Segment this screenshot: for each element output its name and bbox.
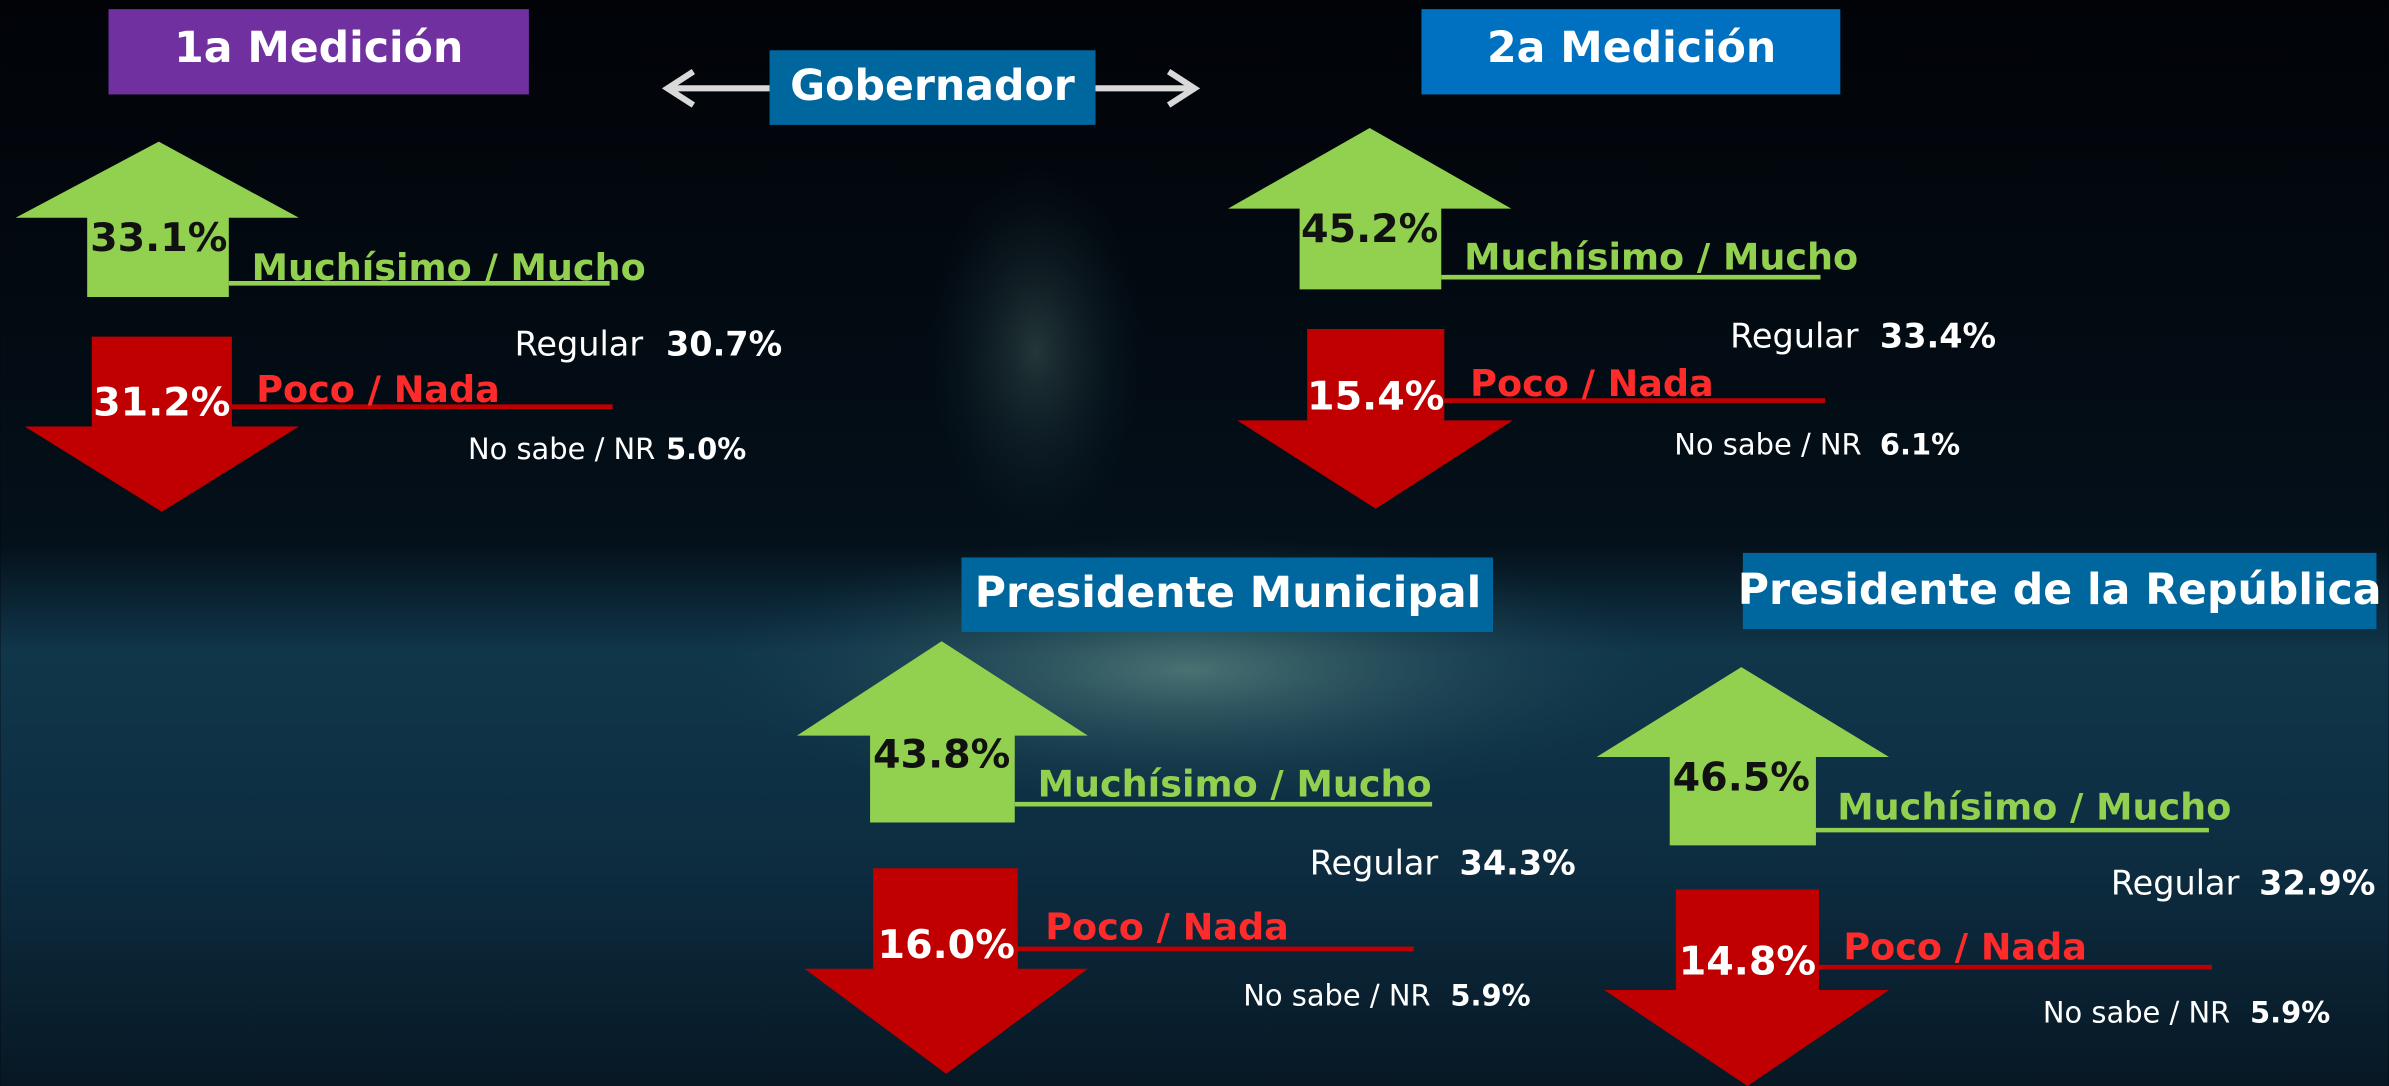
panel-title: Presidente de la República bbox=[1738, 565, 2382, 615]
office: Gobernador bbox=[790, 61, 1075, 111]
high-value: 43.8% bbox=[873, 732, 1010, 778]
high-value: 46.5% bbox=[1673, 754, 1810, 800]
nr-label: No sabe / NR bbox=[2043, 995, 2230, 1029]
nr-label: No sabe / NR bbox=[468, 432, 655, 466]
low-label: Poco / Nada bbox=[1045, 906, 1289, 949]
regular-label: Regular bbox=[1310, 844, 1439, 883]
nr-label: No sabe / NR bbox=[1243, 979, 1430, 1013]
regular-label: Regular bbox=[515, 324, 644, 363]
high-value: 33.1% bbox=[90, 215, 227, 261]
low-value: 14.8% bbox=[1679, 939, 1816, 985]
first-measure: 1a Medición bbox=[174, 23, 463, 73]
low-value: 31.2% bbox=[93, 380, 230, 426]
regular-label: Regular bbox=[2111, 863, 2240, 902]
low-value: 15.4% bbox=[1307, 374, 1444, 420]
low-value: 16.0% bbox=[878, 922, 1015, 968]
panel-title: Presidente Municipal bbox=[975, 568, 1482, 618]
nr-label: No sabe / NR bbox=[1674, 427, 1861, 461]
regular-value: 32.9% bbox=[2259, 863, 2375, 902]
nr-value: 6.1% bbox=[1880, 427, 1960, 461]
high-label: Muchísimo / Mucho bbox=[1464, 235, 1858, 278]
infographic: 1a Medición 2a Medición Gobernador 33.1%… bbox=[0, 0, 2389, 1086]
low-label: Poco / Nada bbox=[256, 368, 500, 411]
nr-value: 5.0% bbox=[666, 432, 746, 466]
regular-label: Regular bbox=[1730, 317, 1859, 356]
low-label: Poco / Nada bbox=[1843, 925, 2087, 968]
low-label: Poco / Nada bbox=[1470, 362, 1714, 405]
high-label: Muchísimo / Mucho bbox=[1837, 785, 2231, 828]
regular-value: 33.4% bbox=[1880, 317, 1996, 356]
water-drop bbox=[929, 168, 1142, 534]
high-value: 45.2% bbox=[1301, 206, 1438, 252]
nr-value: 5.9% bbox=[2250, 995, 2330, 1029]
regular-value: 34.3% bbox=[1460, 844, 1576, 883]
high-label: Muchísimo / Mucho bbox=[252, 246, 646, 289]
second-measure: 2a Medición bbox=[1487, 23, 1776, 73]
regular-value: 30.7% bbox=[666, 324, 782, 363]
high-label: Muchísimo / Mucho bbox=[1038, 762, 1432, 805]
nr-value: 5.9% bbox=[1450, 979, 1530, 1013]
